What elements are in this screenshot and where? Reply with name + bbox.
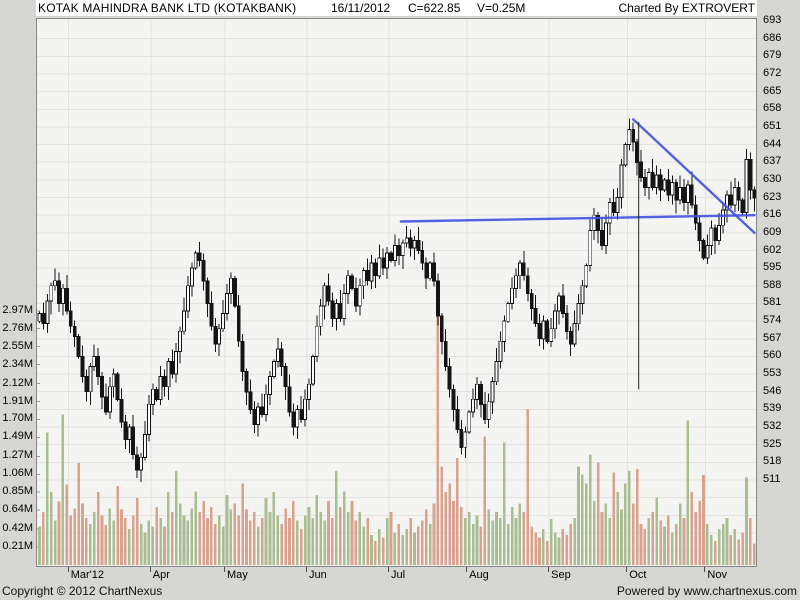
month-tick [388,567,390,572]
price-tick-label: 560 [763,349,782,362]
price-tick-label: 651 [763,119,782,132]
price-tick-label: 595 [763,261,782,274]
month-label: May [226,569,248,581]
month-tick [223,567,225,572]
chart-canvas[interactable] [37,19,756,566]
price-tick-label: 686 [763,31,782,44]
instrument-title: KOTAK MAHINDRA BANK LTD (KOTAKBANK) [38,1,297,15]
price-tick-label: 588 [763,278,782,291]
price-tick-label: 693 [763,14,782,26]
month-tick [306,567,307,572]
volume-bars [38,315,756,565]
price-tick-label: 644 [763,137,782,150]
price-tick-label: 546 [763,384,782,397]
month-label: Aug [469,569,489,581]
volume-tick-label: 0.21M [2,540,33,553]
month-tick [67,567,69,572]
volume-tick-label: 0.85M [2,485,33,498]
volume-tick-label: 0.42M [2,522,33,535]
price-tick-label: 658 [763,102,782,115]
quote-date: 16/11/2012 [331,1,391,15]
month-label: Sep [551,569,571,581]
time-axis: Mar'12 Apr May Jun Jul Aug Sep Oct Nov [0,567,800,583]
price-tick-label: 616 [763,208,782,221]
volume-tick-label: 2.55M [2,339,33,352]
volume-tick-label: 1.06M [2,467,33,480]
month-tick [704,567,706,572]
powered-by-text: Powered by www.chartnexus.com [616,584,797,598]
price-tick-label: 637 [763,155,782,168]
volume-tick-label: 1.27M [2,449,33,462]
price-tick-label: 553 [763,367,782,380]
month-tick [466,567,468,572]
charted-by-label: Charted By EXTROVERT [618,1,756,15]
price-tick-label: 511 [763,473,781,485]
price-tick-label: 567 [763,331,782,344]
gridlines [37,19,756,566]
volume-tick-label: 1.70M [2,412,33,425]
price-tick-label: 539 [763,402,782,415]
price-tick-label: 581 [763,296,782,309]
price-tick-label: 672 [763,66,782,79]
copyright-text: Copyright © 2012 ChartNexus [2,584,163,598]
volume-tick-label: 1.49M [2,430,33,443]
price-axis: 693 686 679 672 665 658 651 644 637 630 623 616 609 6… [761,0,800,600]
month-label: Apr [152,569,170,581]
month-label: Oct [629,569,647,581]
annotations-layer [399,118,756,390]
price-tick-label: 532 [763,420,782,433]
candlesticks [37,118,756,482]
horizontal-resistance-line[interactable] [399,213,756,223]
price-tick-label: 602 [763,243,782,256]
price-tick-label: 574 [763,314,782,327]
volume-axis: 2.97M 2.76M 2.55M 2.34M 2.12M 1.91M 1.70M 1.49M… [0,0,33,600]
price-tick-label: 665 [763,84,782,97]
price-volume-chart-area[interactable] [36,18,757,567]
volume-tick-label: 2.97M [2,303,33,316]
volume-tick-label: 0.64M [2,503,33,516]
volume-tick-label: 2.12M [2,376,33,389]
quote-volume: V=0.25M [477,1,526,15]
month-label: Jun [309,569,327,581]
footer-bar: Copyright © 2012 ChartNexus Powered by w… [0,584,800,600]
price-tick-label: 679 [763,49,782,62]
price-tick-label: 609 [763,225,782,238]
chart-header: KOTAK MAHINDRA BANK LTD (KOTAKBANK) 16/1… [36,0,757,16]
month-tick [548,567,550,572]
quote-close: C=622.85 [408,1,461,15]
month-label: Jul [391,569,406,581]
month-label: Nov [707,569,727,581]
month-label: Mar'12 [70,569,105,581]
descending-trendline[interactable] [632,118,756,235]
price-tick-label: 518 [763,455,782,468]
volume-tick-label: 2.76M [2,321,33,334]
month-tick [149,567,151,572]
price-tick-label: 623 [763,190,782,203]
month-tick [626,567,628,572]
price-tick-label: 630 [763,172,782,185]
price-tick-label: 525 [763,437,782,450]
volume-tick-label: 1.91M [2,394,33,407]
volume-tick-label: 2.34M [2,357,33,370]
